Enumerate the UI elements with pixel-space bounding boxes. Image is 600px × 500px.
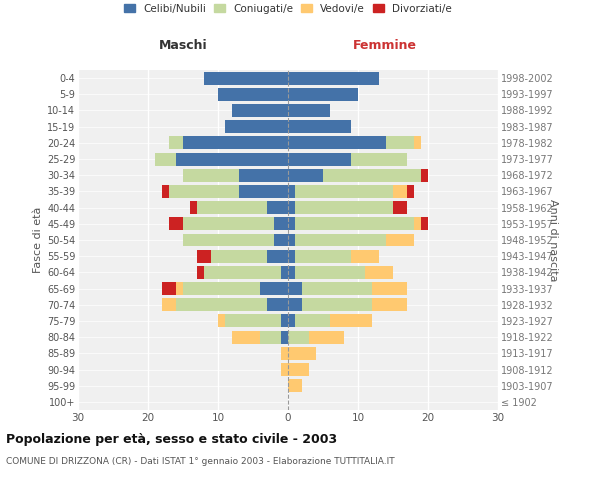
Bar — [295, 314, 330, 328]
Bar — [386, 234, 414, 246]
Bar — [295, 201, 393, 214]
Bar — [274, 234, 288, 246]
Bar — [169, 185, 239, 198]
Bar — [421, 169, 428, 181]
Text: Maschi: Maschi — [158, 40, 208, 52]
Bar — [407, 185, 414, 198]
Y-axis label: Fasce di età: Fasce di età — [32, 207, 43, 273]
Bar — [421, 218, 428, 230]
Bar — [288, 250, 295, 262]
Bar — [365, 266, 393, 279]
Bar — [183, 169, 239, 181]
Bar — [267, 298, 288, 311]
Bar — [204, 72, 288, 85]
Bar — [204, 266, 281, 279]
Bar — [288, 169, 323, 181]
Bar — [295, 218, 414, 230]
Bar — [281, 347, 288, 360]
Bar — [232, 330, 260, 344]
Text: Popolazione per età, sesso e stato civile - 2003: Popolazione per età, sesso e stato civil… — [6, 432, 337, 446]
Bar — [288, 136, 386, 149]
Bar — [183, 218, 274, 230]
Bar — [288, 104, 330, 117]
Text: COMUNE DI DRIZZONA (CR) - Dati ISTAT 1° gennaio 2003 - Elaborazione TUTTITALIA.I: COMUNE DI DRIZZONA (CR) - Dati ISTAT 1° … — [6, 458, 395, 466]
Bar — [288, 330, 309, 344]
Bar — [218, 88, 288, 101]
Bar — [190, 201, 197, 214]
Bar — [288, 298, 302, 311]
Bar — [183, 282, 260, 295]
Bar — [176, 282, 183, 295]
Bar — [218, 314, 225, 328]
Bar — [288, 363, 309, 376]
Bar — [162, 185, 169, 198]
Bar — [176, 298, 267, 311]
Bar — [183, 136, 288, 149]
Bar — [288, 72, 379, 85]
Bar — [225, 120, 288, 133]
Bar — [351, 152, 407, 166]
Bar — [295, 266, 365, 279]
Bar — [288, 185, 295, 198]
Bar — [281, 266, 288, 279]
Bar — [211, 250, 267, 262]
Bar — [372, 282, 407, 295]
Bar — [288, 266, 295, 279]
Bar — [393, 185, 407, 198]
Bar — [288, 201, 295, 214]
Bar — [288, 88, 358, 101]
Bar — [239, 169, 288, 181]
Bar — [414, 136, 421, 149]
Bar — [288, 120, 351, 133]
Bar — [155, 152, 176, 166]
Bar — [393, 201, 407, 214]
Bar — [302, 298, 372, 311]
Bar — [288, 218, 295, 230]
Legend: Celibi/Nubili, Coniugati/e, Vedovi/e, Divorziati/e: Celibi/Nubili, Coniugati/e, Vedovi/e, Di… — [121, 0, 455, 16]
Bar — [281, 363, 288, 376]
Bar — [414, 218, 421, 230]
Bar — [162, 298, 176, 311]
Bar — [288, 347, 316, 360]
Bar — [162, 282, 176, 295]
Bar — [267, 250, 288, 262]
Text: Femmine: Femmine — [353, 40, 416, 52]
Bar — [288, 314, 295, 328]
Bar — [386, 136, 414, 149]
Bar — [330, 314, 372, 328]
Bar — [288, 152, 351, 166]
Bar — [302, 282, 372, 295]
Bar — [267, 201, 288, 214]
Bar — [288, 379, 302, 392]
Bar — [232, 104, 288, 117]
Bar — [239, 185, 288, 198]
Bar — [295, 234, 386, 246]
Bar — [323, 169, 421, 181]
Bar — [309, 330, 344, 344]
Bar — [295, 250, 351, 262]
Bar — [169, 218, 183, 230]
Bar — [225, 314, 281, 328]
Bar — [183, 234, 274, 246]
Bar — [274, 218, 288, 230]
Bar — [176, 152, 288, 166]
Y-axis label: Anni di nascita: Anni di nascita — [548, 198, 558, 281]
Bar — [260, 282, 288, 295]
Bar — [260, 330, 281, 344]
Bar — [372, 298, 407, 311]
Bar — [288, 282, 302, 295]
Bar — [281, 330, 288, 344]
Bar — [288, 234, 295, 246]
Bar — [197, 201, 267, 214]
Bar — [281, 314, 288, 328]
Bar — [197, 266, 204, 279]
Bar — [169, 136, 183, 149]
Bar — [351, 250, 379, 262]
Bar — [197, 250, 211, 262]
Bar — [295, 185, 393, 198]
